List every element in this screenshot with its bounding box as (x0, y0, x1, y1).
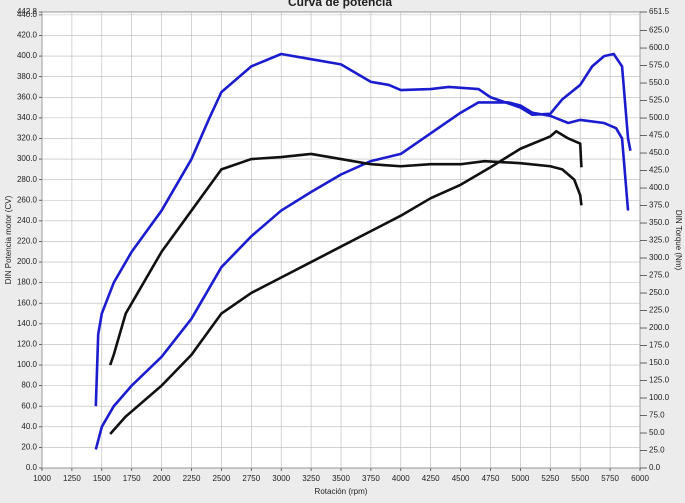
y-tick-label: 160.0 (17, 298, 38, 307)
y2-tick-label: 625.0 (649, 26, 670, 35)
y-tick-label: 100.0 (17, 360, 38, 369)
y2-tick-label: 100.0 (649, 393, 670, 402)
y2-tick-label: 125.0 (649, 376, 670, 385)
x-tick-label: 1250 (63, 474, 81, 483)
y2-tick-label: 325.0 (649, 236, 670, 245)
y2-tick-label: 0.0 (649, 463, 661, 472)
x-tick-label: 5250 (541, 474, 559, 483)
y2-tick-label: 25.0 (649, 446, 665, 455)
y2-tick-label: 575.0 (649, 61, 670, 70)
x-tick-label: 1000 (33, 474, 51, 483)
x-tick-label: 2500 (213, 474, 231, 483)
y-tick-label: 420.0 (17, 31, 38, 40)
y-tick-label: 60.0 (21, 401, 37, 410)
y-tick-label: 200.0 (17, 257, 38, 266)
x-tick-label: 4750 (482, 474, 500, 483)
y-tick-label: 180.0 (17, 278, 38, 287)
y-tick-label: 220.0 (17, 237, 38, 246)
y2-tick-label: 500.0 (649, 113, 670, 122)
y2-tick-label: 375.0 (649, 201, 670, 210)
y-tick-label: 260.0 (17, 195, 38, 204)
x-tick-label: 1750 (123, 474, 141, 483)
y2-tick-label: 651.5 (649, 7, 670, 16)
y-tick-label: 80.0 (21, 381, 37, 390)
y2-tick-label: 525.0 (649, 96, 670, 105)
y2-tick-label: 225.0 (649, 306, 670, 315)
y2-tick-label: 250.0 (649, 288, 670, 297)
x-tick-label: 3750 (362, 474, 380, 483)
x-tick-label: 4000 (392, 474, 410, 483)
y2-tick-label: 475.0 (649, 131, 670, 140)
x-tick-label: 4500 (452, 474, 470, 483)
y2-tick-label: 350.0 (649, 218, 670, 227)
x-tick-label: 5500 (571, 474, 589, 483)
y2-tick-label: 550.0 (649, 78, 670, 87)
y2-tick-label: 300.0 (649, 253, 670, 262)
chart-title: Curva de potencia (288, 0, 392, 9)
x-tick-label: 2750 (242, 474, 260, 483)
x-tick-label: 5000 (512, 474, 530, 483)
x-tick-label: 1500 (93, 474, 111, 483)
y2-tick-label: 400.0 (649, 183, 670, 192)
y-tick-label: 120.0 (17, 340, 38, 349)
y2-tick-label: 450.0 (649, 148, 670, 157)
y2-tick-label: 425.0 (649, 166, 670, 175)
y-tick-label: 442.8 (17, 7, 38, 16)
series-line (94, 52, 632, 407)
series-line (108, 152, 583, 366)
y-tick-label: 300.0 (17, 154, 38, 163)
y-tick-label: 380.0 (17, 72, 38, 81)
y2-tick-label: 200.0 (649, 323, 670, 332)
x-axis-title: Rotación (rpm) (315, 487, 368, 496)
y2-tick-label: 175.0 (649, 341, 670, 350)
y-tick-label: 240.0 (17, 216, 38, 225)
y-tick-label: 20.0 (21, 443, 37, 452)
y-tick-label: 440.0 (17, 10, 38, 19)
y-tick-label: 400.0 (17, 51, 38, 60)
y-tick-label: 320.0 (17, 134, 38, 143)
y-tick-label: 0.0 (26, 463, 38, 472)
y2-tick-label: 275.0 (649, 271, 670, 280)
y2-tick-label: 75.0 (649, 411, 665, 420)
y-tick-label: 340.0 (17, 113, 38, 122)
y2-tick-label: 600.0 (649, 43, 670, 52)
x-tick-label: 3250 (302, 474, 320, 483)
y2-tick-label: 50.0 (649, 428, 665, 437)
x-tick-label: 2250 (183, 474, 201, 483)
x-tick-label: 6000 (631, 474, 649, 483)
series-line (94, 101, 630, 450)
series-line (109, 129, 583, 435)
x-tick-label: 3000 (272, 474, 290, 483)
y-axis-title: DIN Potencia motor (CV) (4, 195, 13, 284)
x-tick-label: 5750 (601, 474, 619, 483)
y2-axis-title: DIN Torque (Nm) (674, 210, 683, 271)
x-tick-label: 3500 (332, 474, 350, 483)
y2-tick-label: 150.0 (649, 358, 670, 367)
y-tick-label: 40.0 (21, 422, 37, 431)
x-tick-label: 4250 (422, 474, 440, 483)
x-tick-label: 2000 (153, 474, 171, 483)
y-tick-label: 140.0 (17, 319, 38, 328)
y-tick-label: 280.0 (17, 175, 38, 184)
y-tick-label: 360.0 (17, 92, 38, 101)
